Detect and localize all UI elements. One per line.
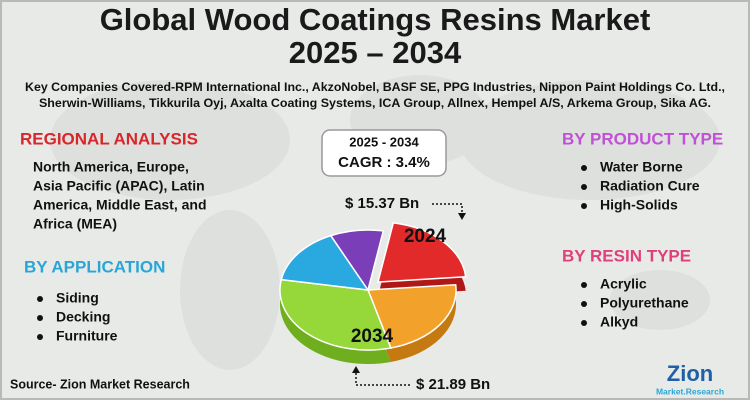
list-item: Polyurethane — [600, 295, 689, 311]
logo-name: Zion — [667, 361, 713, 386]
pointer-head — [458, 213, 466, 220]
logo-tagline: Market.Research — [656, 386, 724, 396]
list-item: Water Borne — [600, 159, 683, 175]
cagr: CAGR : 3.4% — [338, 154, 430, 171]
cagr-box — [321, 129, 447, 177]
list-item: Acrylic — [600, 276, 647, 292]
title: 2025 – 2034 — [289, 35, 462, 70]
value-2034: $ 21.89 Bn — [416, 376, 490, 393]
section-heading: BY PRODUCT TYPE — [562, 129, 723, 148]
region-text: North America, Europe, — [33, 159, 189, 175]
bullet — [581, 320, 587, 326]
pointer — [355, 370, 410, 386]
bullet — [37, 334, 43, 340]
bullet — [581, 301, 587, 307]
section-heading: BY APPLICATION — [24, 257, 165, 276]
pointer-head — [352, 366, 360, 373]
list-item: Alkyd — [600, 314, 638, 330]
companies: Key Companies Covered-RPM International … — [25, 82, 725, 94]
bullet — [37, 296, 43, 302]
list-item: Siding — [56, 290, 99, 306]
section-heading: BY RESIN TYPE — [562, 246, 691, 265]
title: Global Wood Coatings Resins Market — [100, 2, 651, 37]
world-map — [50, 75, 720, 370]
region-text: Africa (MEA) — [33, 216, 117, 232]
year-label: 2024 — [404, 226, 447, 247]
bullet — [37, 315, 43, 321]
pie — [279, 222, 467, 351]
region-text: Asia Pacific (APAC), Latin — [33, 178, 205, 194]
year-label: 2034 — [351, 326, 394, 347]
period: 2025 - 2034 — [349, 134, 419, 149]
application-list: Siding Decking Furniture — [37, 290, 118, 344]
bullet — [581, 184, 587, 190]
resin-list: Acrylic Polyurethane Alkyd — [581, 276, 689, 330]
pointer — [432, 203, 463, 216]
list-item: Radiation Cure — [600, 178, 700, 194]
source: Source- Zion Market Research — [10, 377, 190, 391]
bullet — [581, 203, 587, 209]
list-item: Decking — [56, 309, 110, 325]
region-text: America, Middle East, and — [33, 197, 207, 213]
bullet — [581, 282, 587, 288]
list-item: Furniture — [56, 328, 118, 344]
value-2024: $ 15.37 Bn — [345, 195, 419, 212]
list-item: High-Solids — [600, 197, 678, 213]
product-list: Water Borne Radiation Cure High-Solids — [581, 159, 700, 213]
bullet — [581, 165, 587, 171]
companies: Sherwin-Williams, Tikkurila Oyj, Axalta … — [39, 98, 711, 110]
section-heading: REGIONAL ANALYSIS — [20, 129, 198, 148]
